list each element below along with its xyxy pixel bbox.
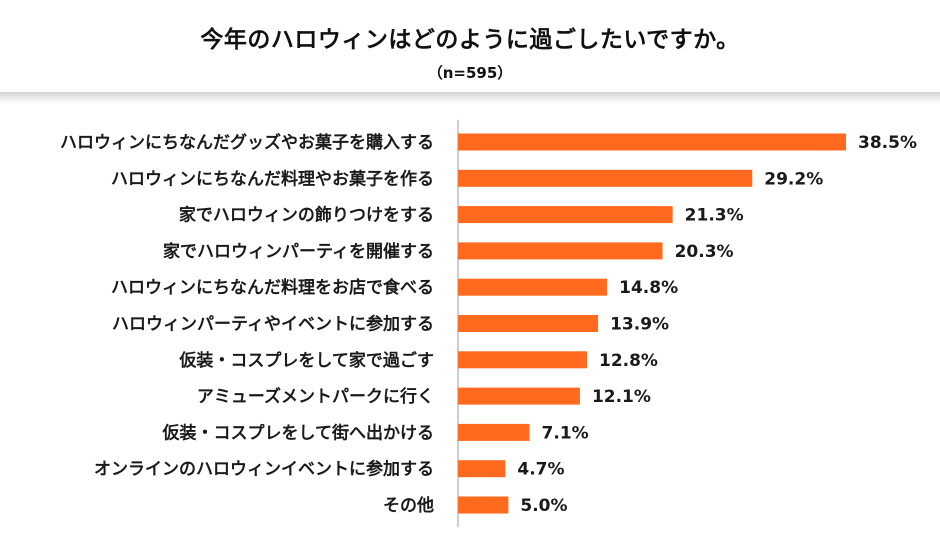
- category-label: 家でハロウィンの飾りつけをする: [179, 205, 434, 226]
- bar: [458, 351, 587, 369]
- value-label: 12.8%: [599, 351, 658, 371]
- bar: [458, 206, 673, 224]
- value-label: 38.5%: [858, 133, 917, 153]
- category-label: ハロウィンにちなんだ料理をお店で食べる: [111, 277, 434, 298]
- value-label: 20.3%: [675, 242, 734, 262]
- bar: [458, 242, 663, 260]
- bar: [458, 278, 608, 296]
- bar: [458, 133, 846, 151]
- category-label: ハロウィンにちなんだグッズやお菓子を購入する: [60, 132, 434, 153]
- category-label: その他: [383, 495, 434, 516]
- bar: [458, 387, 580, 405]
- category-label: 家でハロウィンパーティを開催する: [163, 241, 434, 262]
- value-label: 29.2%: [764, 169, 823, 189]
- category-label: 仮装・コスプレをして街へ出かける: [162, 422, 435, 443]
- category-label: ハロウィンパーティやイベントに参加する: [112, 314, 434, 335]
- value-label: 4.7%: [517, 460, 564, 480]
- bar: [458, 315, 599, 332]
- value-label: 5.0%: [520, 496, 567, 516]
- category-label: ハロウィンにちなんだ料理やお菓子を作る: [111, 168, 434, 189]
- bar: [458, 169, 753, 187]
- category-label: オンラインのハロウィンイベントに参加する: [94, 459, 434, 480]
- value-label: 14.8%: [619, 278, 678, 298]
- bar: [458, 423, 530, 441]
- value-label: 21.3%: [685, 206, 744, 226]
- value-label: 7.1%: [542, 423, 589, 443]
- chart-title: 今年のハロウィンはどのように過ごしたいですか。: [200, 27, 740, 53]
- bar: [458, 496, 509, 514]
- chart-subtitle: （n=595）: [427, 64, 513, 82]
- header-divider: [0, 92, 940, 104]
- bar: [458, 460, 506, 478]
- category-label: アミューズメントパークに行く: [197, 386, 434, 407]
- value-label: 13.9%: [610, 315, 669, 335]
- category-label: 仮装・コスプレをして家で過ごす: [178, 350, 434, 371]
- value-label: 12.1%: [592, 387, 651, 407]
